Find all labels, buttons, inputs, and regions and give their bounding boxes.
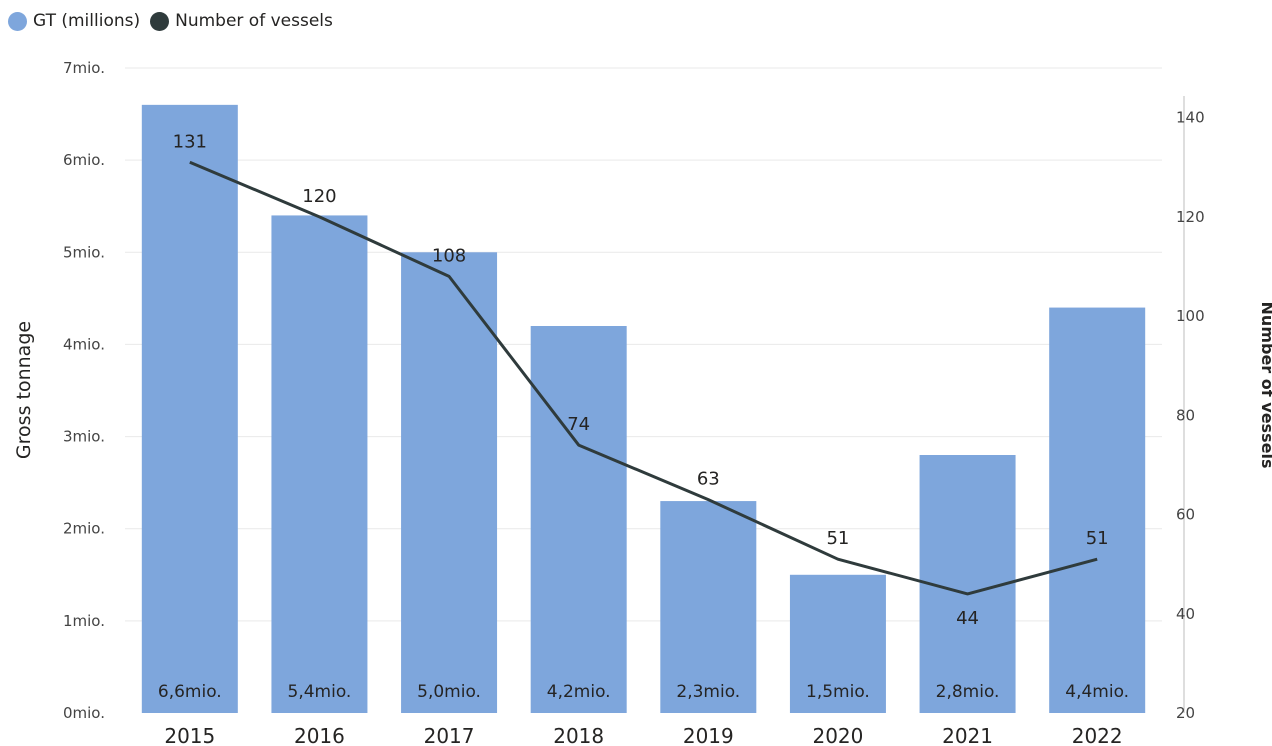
left-axis-title: Gross tonnage [13, 321, 35, 459]
vessel-line-path [189, 160, 1098, 596]
bar-data-label: 4,2mio. [547, 682, 611, 702]
bars [141, 104, 1146, 714]
bar [271, 215, 368, 713]
right-tick-label: 60 [1176, 506, 1195, 524]
x-tick-label: 2016 [294, 724, 345, 746]
line-data-label: 120 [302, 186, 336, 207]
legend-item-gt[interactable]: GT (millions) [8, 11, 140, 31]
right-tick-label: 100 [1176, 307, 1205, 325]
left-tick-label: 1mio. [63, 612, 105, 630]
left-tick-label: 4mio. [63, 335, 105, 353]
x-tick-label: 2022 [1072, 724, 1123, 746]
vessel-line [189, 160, 1098, 596]
x-tick-label: 2017 [424, 724, 475, 746]
line-data-label: 131 [173, 131, 207, 152]
left-tick-label: 5mio. [63, 243, 105, 261]
right-tick-label: 40 [1176, 605, 1195, 623]
line-data-label: 51 [826, 528, 849, 549]
line-data-label: 51 [1086, 528, 1109, 549]
left-tick-label: 6mio. [63, 151, 105, 169]
right-tick-label: 80 [1176, 406, 1195, 424]
line-data-label: 63 [697, 469, 720, 490]
bar-data-label: 4,4mio. [1065, 682, 1129, 702]
legend-item-vessels[interactable]: Number of vessels [150, 11, 333, 31]
legend-swatch-gt [8, 11, 27, 31]
legend-swatch-vessels [150, 11, 170, 31]
x-tick-label: 2019 [683, 724, 734, 746]
bar-data-label: 2,8mio. [936, 682, 1000, 702]
bar [401, 252, 498, 714]
line-data-label: 44 [956, 608, 979, 629]
right-axis-title: Number of vessels [1258, 302, 1272, 469]
left-tick-label: 3mio. [63, 428, 105, 446]
bar [141, 104, 238, 714]
bar-data-label: 5,4mio. [288, 682, 352, 702]
bar-data-labels: 6,6mio. 5,4mio. 5,0mio. 4,2mio. 2,3mio. 1,5mi… [158, 682, 1129, 702]
left-tick-label: 7mio. [63, 59, 105, 77]
bar-data-label: 5,0mio. [417, 682, 481, 702]
left-tick-label: 0mio. [63, 704, 105, 722]
x-axis-ticks: 2015 2016 2017 2018 2019 2020 2021 2022 [164, 724, 1122, 746]
x-tick-label: 2015 [164, 724, 215, 746]
right-tick-label: 140 [1176, 109, 1205, 127]
bar-data-label: 1,5mio. [806, 682, 870, 702]
left-axis-ticks: 0mio. 1mio. 2mio. 3mio. 4mio. 5mio. 6mio. 7mio. [63, 59, 105, 722]
legend-label-vessels: Number of vessels [175, 11, 333, 31]
bar-data-label: 6,6mio. [158, 682, 222, 702]
bar [1049, 307, 1146, 713]
legend-label-gt: GT (millions) [33, 11, 141, 31]
right-tick-label: 120 [1176, 208, 1205, 226]
x-tick-label: 2020 [812, 724, 863, 746]
line-data-labels: 131 120 108 74 63 51 44 51 [173, 131, 1109, 629]
bar [530, 326, 627, 713]
x-tick-label: 2018 [553, 724, 604, 746]
line-data-label: 108 [432, 245, 466, 266]
x-tick-label: 2021 [942, 724, 993, 746]
bar-data-label: 2,3mio. [676, 682, 740, 702]
right-axis-ticks: 20 40 60 80 100 120 140 [1176, 96, 1205, 722]
chart-legend: GT (millions) Number of vessels [8, 8, 343, 34]
line-data-label: 74 [567, 414, 590, 435]
bar [660, 501, 757, 713]
bar [789, 574, 886, 713]
right-tick-label: 20 [1176, 704, 1195, 722]
left-tick-label: 2mio. [63, 520, 105, 538]
